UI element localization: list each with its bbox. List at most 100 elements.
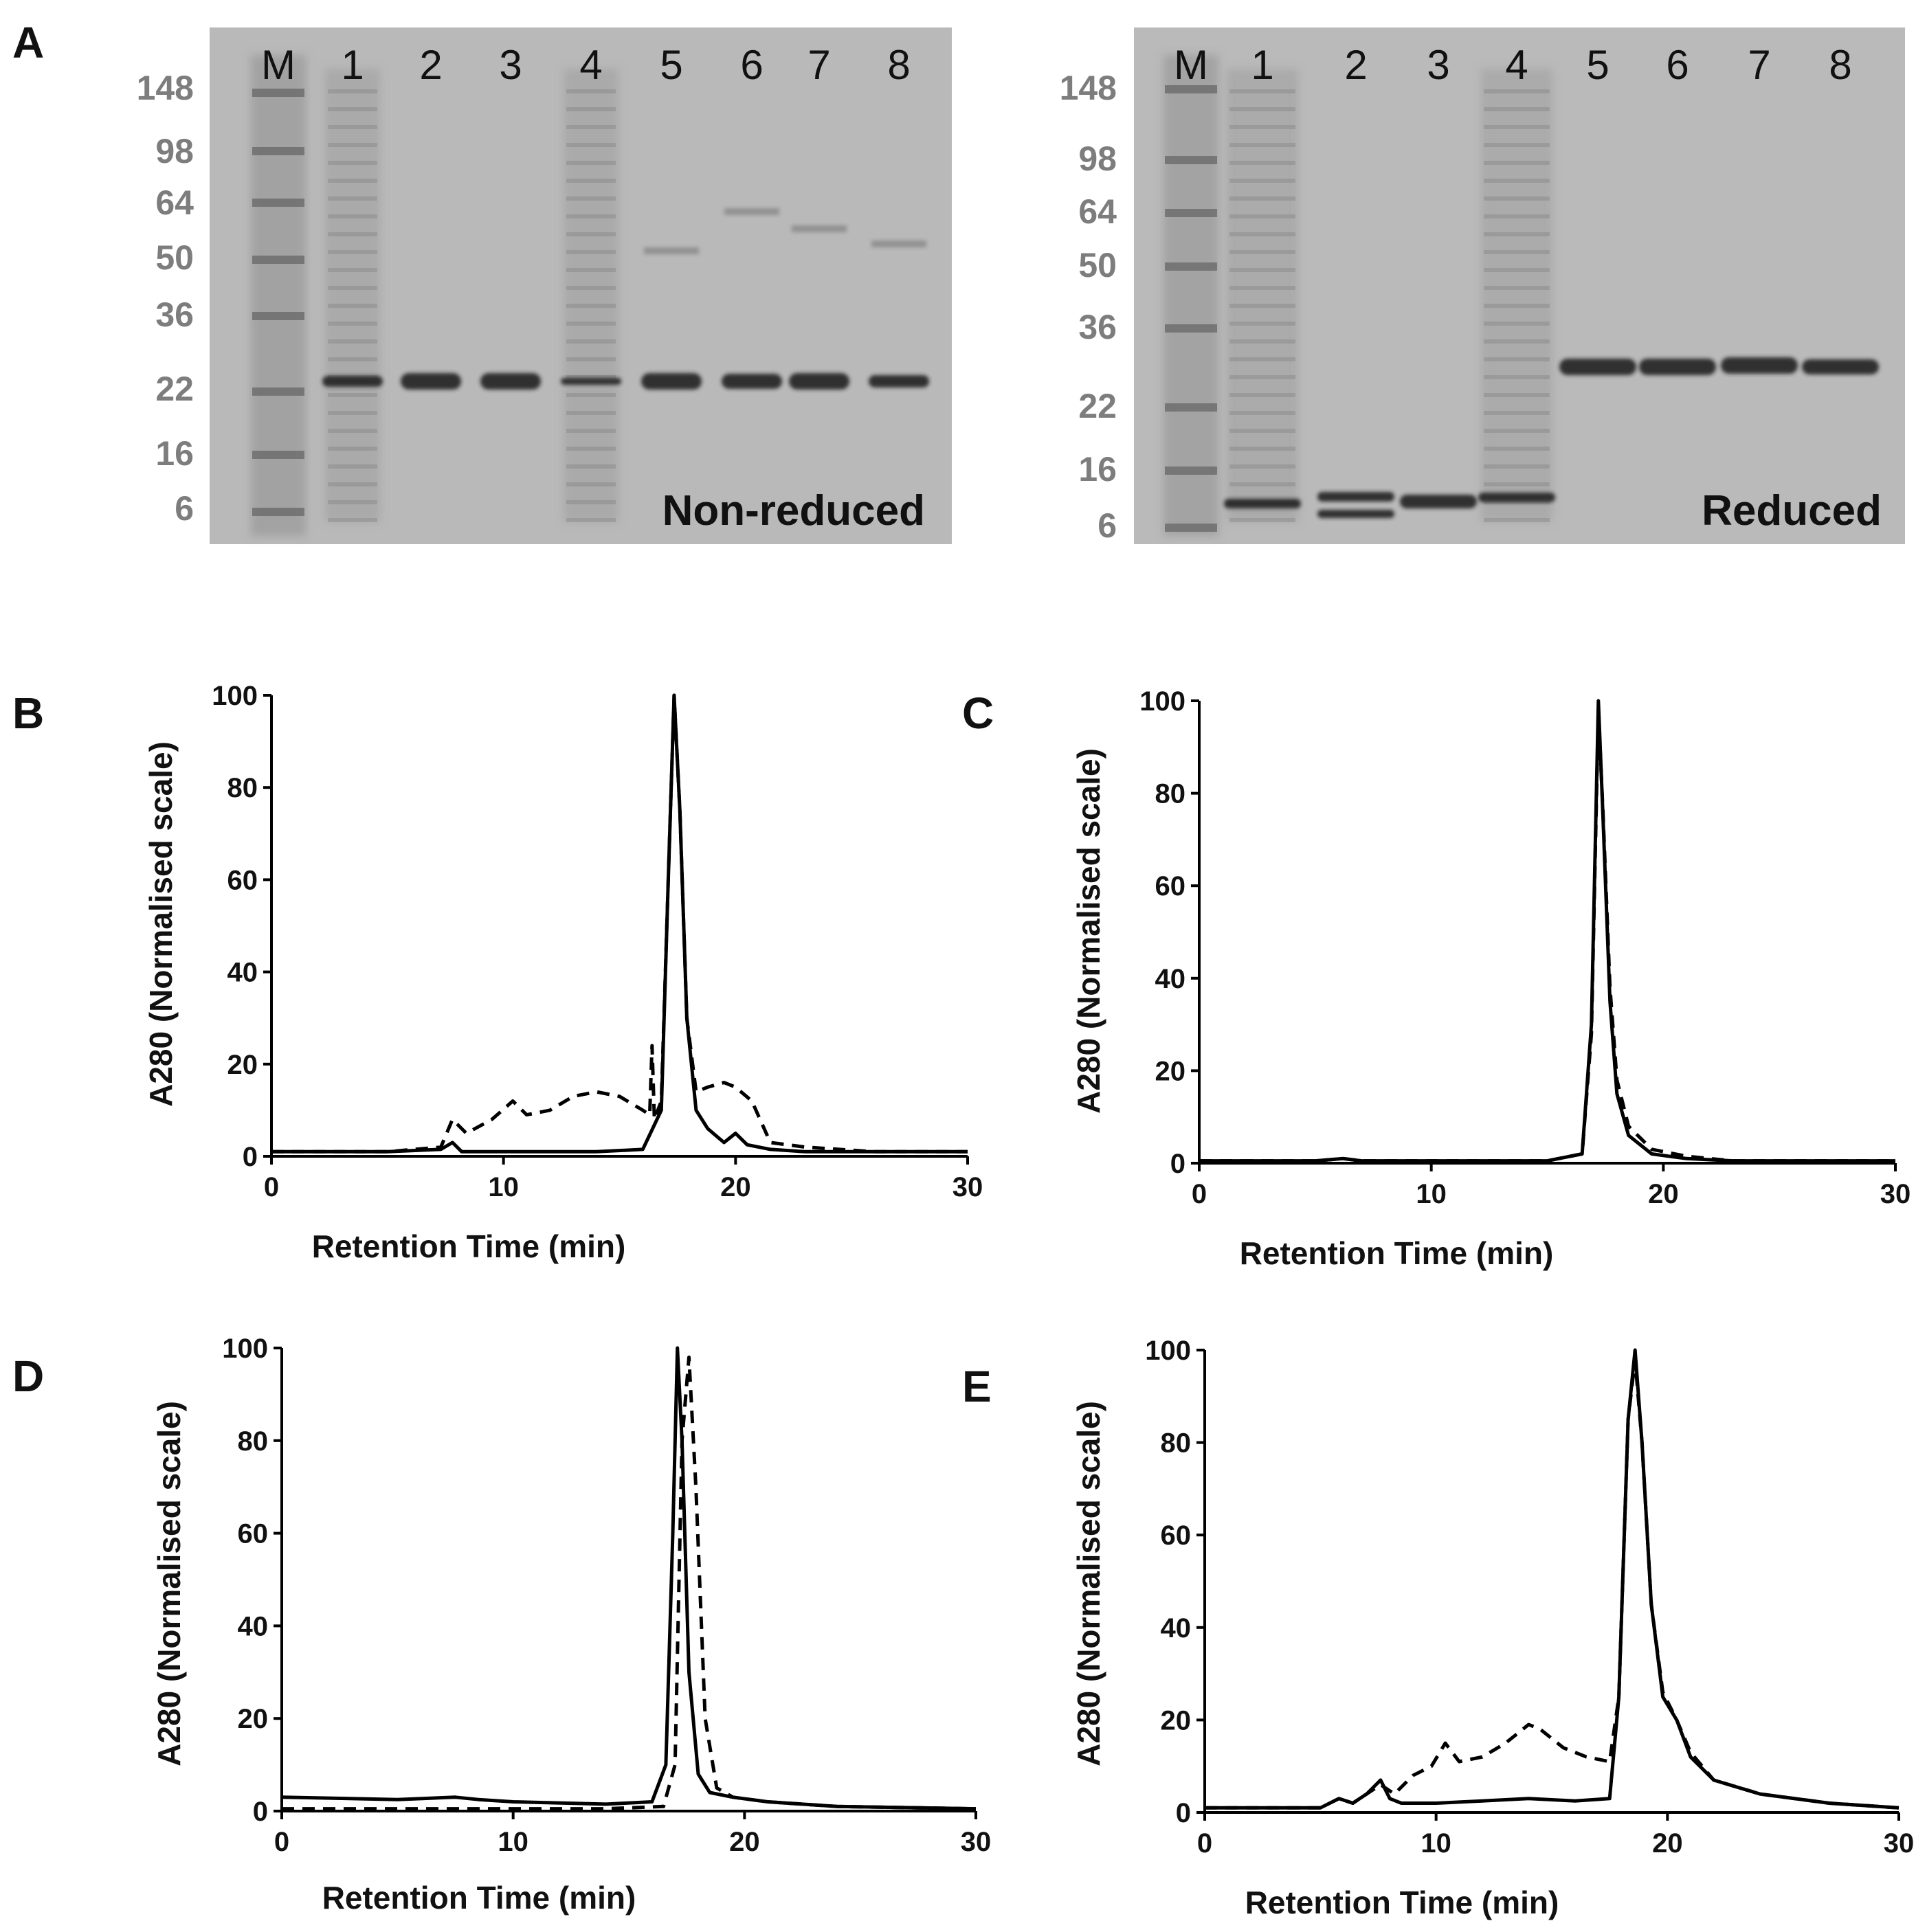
lysate-band [1229,482,1295,486]
chart-panel-d: D 0 20 40 60 80 100 0 10 20 30 Retention Time (mi… [12,1334,991,1916]
lane-label: 7 [1748,42,1770,88]
lysate-band [566,286,616,290]
lysate-band [1484,429,1550,433]
y-axis-title: A280 (Normalised scale) [143,741,179,1107]
y-tick-label: 0 [253,1797,268,1827]
lysate-band [1229,357,1295,361]
y-tick-label: 60 [1161,1520,1192,1551]
plot-area: 0 20 40 60 80 100 0 10 20 30 [1139,686,1911,1209]
lysate-band [1229,429,1295,433]
lysate-band [1229,518,1295,522]
lysate-band [328,447,377,451]
lysate-band [328,107,377,111]
x-tick-label: 20 [1652,1828,1683,1858]
lysate-band [1229,304,1295,308]
lane-label: 8 [1829,42,1851,88]
lysate-band [566,143,616,147]
x-tick-label: 0 [1197,1828,1212,1858]
lane-label: 6 [740,42,763,88]
lysate-band [1484,196,1550,201]
lane-label: 3 [499,42,522,88]
lysate-band [328,500,377,504]
gel-bands [252,89,929,522]
lane-label: 2 [419,42,442,88]
y-tick-label: 60 [238,1519,269,1549]
y-tick-label: 60 [227,865,258,895]
mw-marker-label: 22 [155,370,194,408]
lysate-band [1484,214,1550,218]
y-tick-label: 40 [1161,1613,1192,1643]
chart-panel-e: E 0 20 40 60 80 100 0 10 20 30 Retention Time (mi… [962,1336,1914,1920]
x-tick-label: 20 [729,1827,760,1857]
y-tick-label: 40 [227,958,258,988]
lysate-band [1229,196,1295,201]
ladder-band [1165,324,1217,333]
lysate-band [566,196,616,201]
protein-band [1639,359,1716,375]
lane-label: 1 [341,42,364,88]
faint-band [644,247,699,254]
lysate-band [1229,232,1295,236]
y-tick-label: 80 [227,773,258,803]
lysate-band [566,107,616,111]
lysate-band [566,268,616,272]
x-tick-label: 30 [961,1827,992,1857]
gel-non-reduced: M 1 2 3 4 5 6 7 8 148 98 64 50 36 22 16 … [137,27,952,544]
ladder-band [252,256,304,264]
plot-area: 0 20 40 60 80 100 0 10 20 30 [222,1334,991,1857]
lysate-band [1229,179,1295,183]
mw-marker-label: 22 [1078,387,1117,425]
mw-marker-label: 16 [1078,450,1117,488]
x-tick-label: 30 [953,1172,983,1202]
solid-trace [281,1346,977,1811]
lysate-band [328,161,377,165]
x-tick-label: 30 [1880,1179,1911,1209]
protein-band [641,373,702,390]
lysate-band [566,232,616,236]
lysate-band [566,339,616,344]
gel-bands [1165,85,1879,532]
ladder-band [1165,85,1217,93]
lysate-band [328,143,377,147]
mw-marker-label: 148 [1060,69,1117,107]
chart-panel-b: B 0 20 40 60 80 100 0 10 20 30 Retention Time (mi… [12,681,983,1264]
lysate-band [566,447,616,451]
protein-band [322,376,383,387]
lysate-band [566,250,616,254]
x-tick-label: 20 [1648,1179,1679,1209]
lysate-band [566,393,616,397]
dashed-trace [1199,708,1895,1163]
faint-band [724,208,779,215]
protein-band [869,375,929,387]
solid-trace [1199,699,1895,1163]
protein-band [480,373,541,390]
lysate-band [328,250,377,254]
lysate-band [566,429,616,433]
ladder-band [252,451,304,459]
y-tick-label: 80 [1161,1428,1192,1459]
lysate-band [1484,322,1550,326]
y-tick-label: 20 [227,1050,258,1080]
y-tick-label: 40 [238,1611,269,1641]
lane-label: 8 [887,42,910,88]
lysate-band [566,125,616,129]
lane-label: 5 [1586,42,1609,88]
faint-band [871,240,926,247]
x-tick-label: 20 [720,1172,751,1202]
lysate-band [328,339,377,344]
y-tick-label: 100 [222,1334,268,1364]
gel-caption: Reduced [1702,487,1882,535]
y-tick-label: 100 [1145,1336,1191,1366]
protein-band [1317,510,1394,518]
lysate-band [328,429,377,433]
y-tick-label: 100 [212,681,258,711]
lysate-band [1484,393,1550,397]
lysate-band [1229,214,1295,218]
lysate-smear [325,69,380,522]
x-tick-label: 10 [498,1827,528,1857]
lysate-band [1229,89,1295,93]
x-axis-title: Retention Time (min) [312,1228,626,1264]
lysate-band [1229,250,1295,254]
lysate-band [1484,143,1550,147]
lysate-smear [1227,69,1298,522]
